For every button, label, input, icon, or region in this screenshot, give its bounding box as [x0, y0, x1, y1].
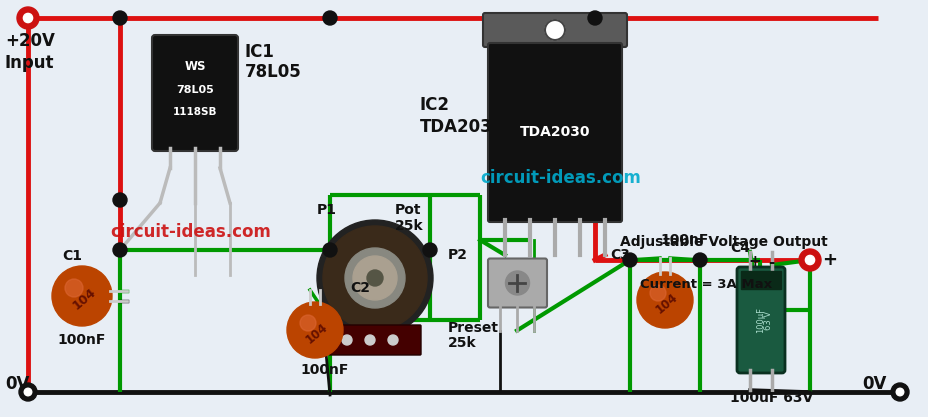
Text: Pot: Pot: [394, 203, 421, 217]
Circle shape: [316, 220, 432, 336]
Text: 1118SB: 1118SB: [173, 107, 217, 117]
Circle shape: [113, 11, 127, 25]
Circle shape: [367, 270, 382, 286]
FancyBboxPatch shape: [329, 325, 420, 355]
Text: IC1: IC1: [245, 43, 275, 61]
Circle shape: [344, 248, 405, 308]
Text: 0V: 0V: [5, 375, 30, 393]
Circle shape: [365, 335, 375, 345]
Circle shape: [692, 253, 706, 267]
Text: 104: 104: [303, 320, 330, 346]
Text: 0V: 0V: [861, 375, 885, 393]
Circle shape: [896, 388, 903, 396]
Circle shape: [587, 11, 601, 25]
Text: -: -: [767, 254, 774, 269]
Text: 78L05: 78L05: [245, 63, 302, 81]
Text: P1: P1: [316, 203, 337, 217]
Circle shape: [505, 271, 529, 295]
Circle shape: [545, 20, 564, 40]
FancyBboxPatch shape: [152, 35, 238, 151]
Circle shape: [342, 335, 352, 345]
Text: P2: P2: [447, 248, 468, 262]
Circle shape: [802, 253, 816, 267]
Text: C3: C3: [610, 248, 629, 262]
Text: 100nF: 100nF: [57, 333, 105, 347]
Circle shape: [113, 243, 127, 257]
Circle shape: [798, 249, 820, 271]
Circle shape: [650, 285, 665, 301]
Text: +: +: [821, 251, 836, 269]
Circle shape: [323, 11, 337, 25]
Text: Adjustable Voltage Output: Adjustable Voltage Output: [619, 235, 827, 249]
Text: IC2: IC2: [419, 96, 449, 114]
Circle shape: [623, 253, 637, 267]
Circle shape: [300, 315, 316, 331]
Text: 104: 104: [70, 286, 98, 312]
Text: 100µF: 100µF: [755, 307, 765, 333]
Text: +20V
Input: +20V Input: [5, 32, 55, 72]
Circle shape: [890, 383, 908, 401]
Text: +: +: [747, 254, 760, 269]
FancyBboxPatch shape: [736, 267, 784, 373]
Circle shape: [805, 255, 814, 265]
Circle shape: [65, 279, 83, 297]
Circle shape: [24, 388, 32, 396]
Text: C4: C4: [729, 241, 749, 255]
Text: 78L05: 78L05: [176, 85, 213, 95]
FancyBboxPatch shape: [487, 43, 622, 222]
Circle shape: [323, 226, 427, 330]
Text: circuit-ideas.com: circuit-ideas.com: [480, 169, 640, 187]
Text: 104: 104: [652, 290, 680, 316]
FancyBboxPatch shape: [487, 259, 547, 307]
Text: circuit-ideas.com: circuit-ideas.com: [110, 223, 271, 241]
Circle shape: [287, 302, 342, 358]
Text: 25k: 25k: [447, 336, 476, 350]
Text: Preset: Preset: [447, 321, 498, 335]
Text: TDA2030: TDA2030: [519, 126, 589, 140]
Text: 100nF: 100nF: [300, 363, 348, 377]
Text: TDA2030: TDA2030: [419, 118, 504, 136]
Circle shape: [113, 193, 127, 207]
Text: WS: WS: [184, 60, 205, 73]
Text: 100nF: 100nF: [659, 233, 708, 247]
Circle shape: [19, 383, 37, 401]
Text: 25k: 25k: [394, 219, 423, 233]
Circle shape: [353, 256, 396, 300]
Text: 63 V: 63 V: [764, 310, 773, 329]
Text: C2: C2: [350, 281, 369, 295]
Text: Current = 3A Max: Current = 3A Max: [639, 279, 771, 291]
Circle shape: [388, 335, 397, 345]
Circle shape: [23, 13, 32, 23]
Circle shape: [17, 7, 39, 29]
Circle shape: [637, 272, 692, 328]
FancyBboxPatch shape: [483, 13, 626, 47]
Circle shape: [323, 243, 337, 257]
Text: C1: C1: [62, 249, 82, 263]
Circle shape: [52, 266, 112, 326]
Text: 100uF 63V: 100uF 63V: [729, 391, 812, 405]
Bar: [741, 271, 780, 289]
Circle shape: [422, 243, 436, 257]
